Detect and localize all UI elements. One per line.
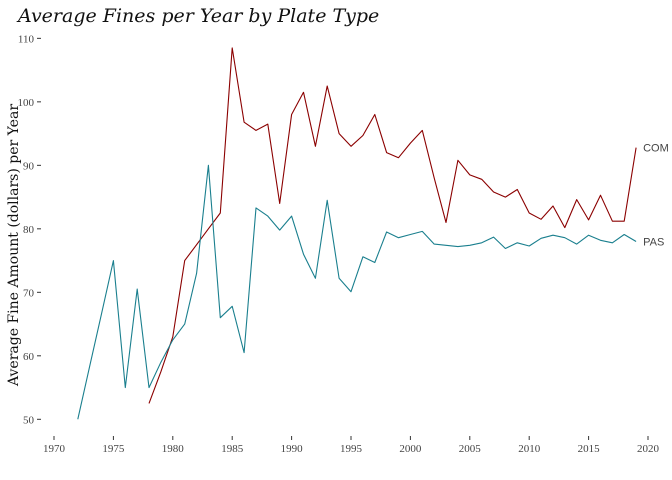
y-tick-label: 110 <box>18 33 35 45</box>
y-axis: 50 60 70 80 90 100 110 <box>18 33 41 426</box>
x-tick-label: 2020 <box>637 443 660 455</box>
series-labels: COM PAS <box>643 143 669 249</box>
x-axis: 1970 1975 1980 1985 1990 1995 2000 2005 2010 2015… <box>43 436 660 455</box>
y-axis-label: Average Fine Amount (dollars) per Year <box>6 104 22 387</box>
y-tick-label: 50 <box>23 414 35 426</box>
x-tick-label: 2000 <box>399 443 422 455</box>
x-tick-label: 1975 <box>102 443 125 455</box>
x-tick-label: 2010 <box>518 443 541 455</box>
y-tick-label: 90 <box>23 160 35 172</box>
x-tick-label: 1980 <box>162 443 185 455</box>
x-tick-label: 1970 <box>43 443 66 455</box>
y-tick-label: 80 <box>23 224 35 236</box>
series-line-pas <box>77 164 637 420</box>
y-tick-label: 60 <box>23 351 35 363</box>
x-tick-label: 2005 <box>459 443 482 455</box>
series-label-com: COM <box>643 143 669 155</box>
x-tick-label: 1990 <box>281 443 304 455</box>
x-tick-label: 1985 <box>221 443 244 455</box>
x-tick-label: 2015 <box>578 443 601 455</box>
y-tick-label: 70 <box>23 287 35 299</box>
series-line-com <box>148 47 637 404</box>
series-label-pas: PAS <box>643 237 664 249</box>
series-lines <box>77 47 637 420</box>
x-tick-label: 1995 <box>340 443 363 455</box>
chart-title: Average Fines per Year by Plate Type <box>16 5 379 27</box>
y-tick-label: 100 <box>18 97 35 109</box>
